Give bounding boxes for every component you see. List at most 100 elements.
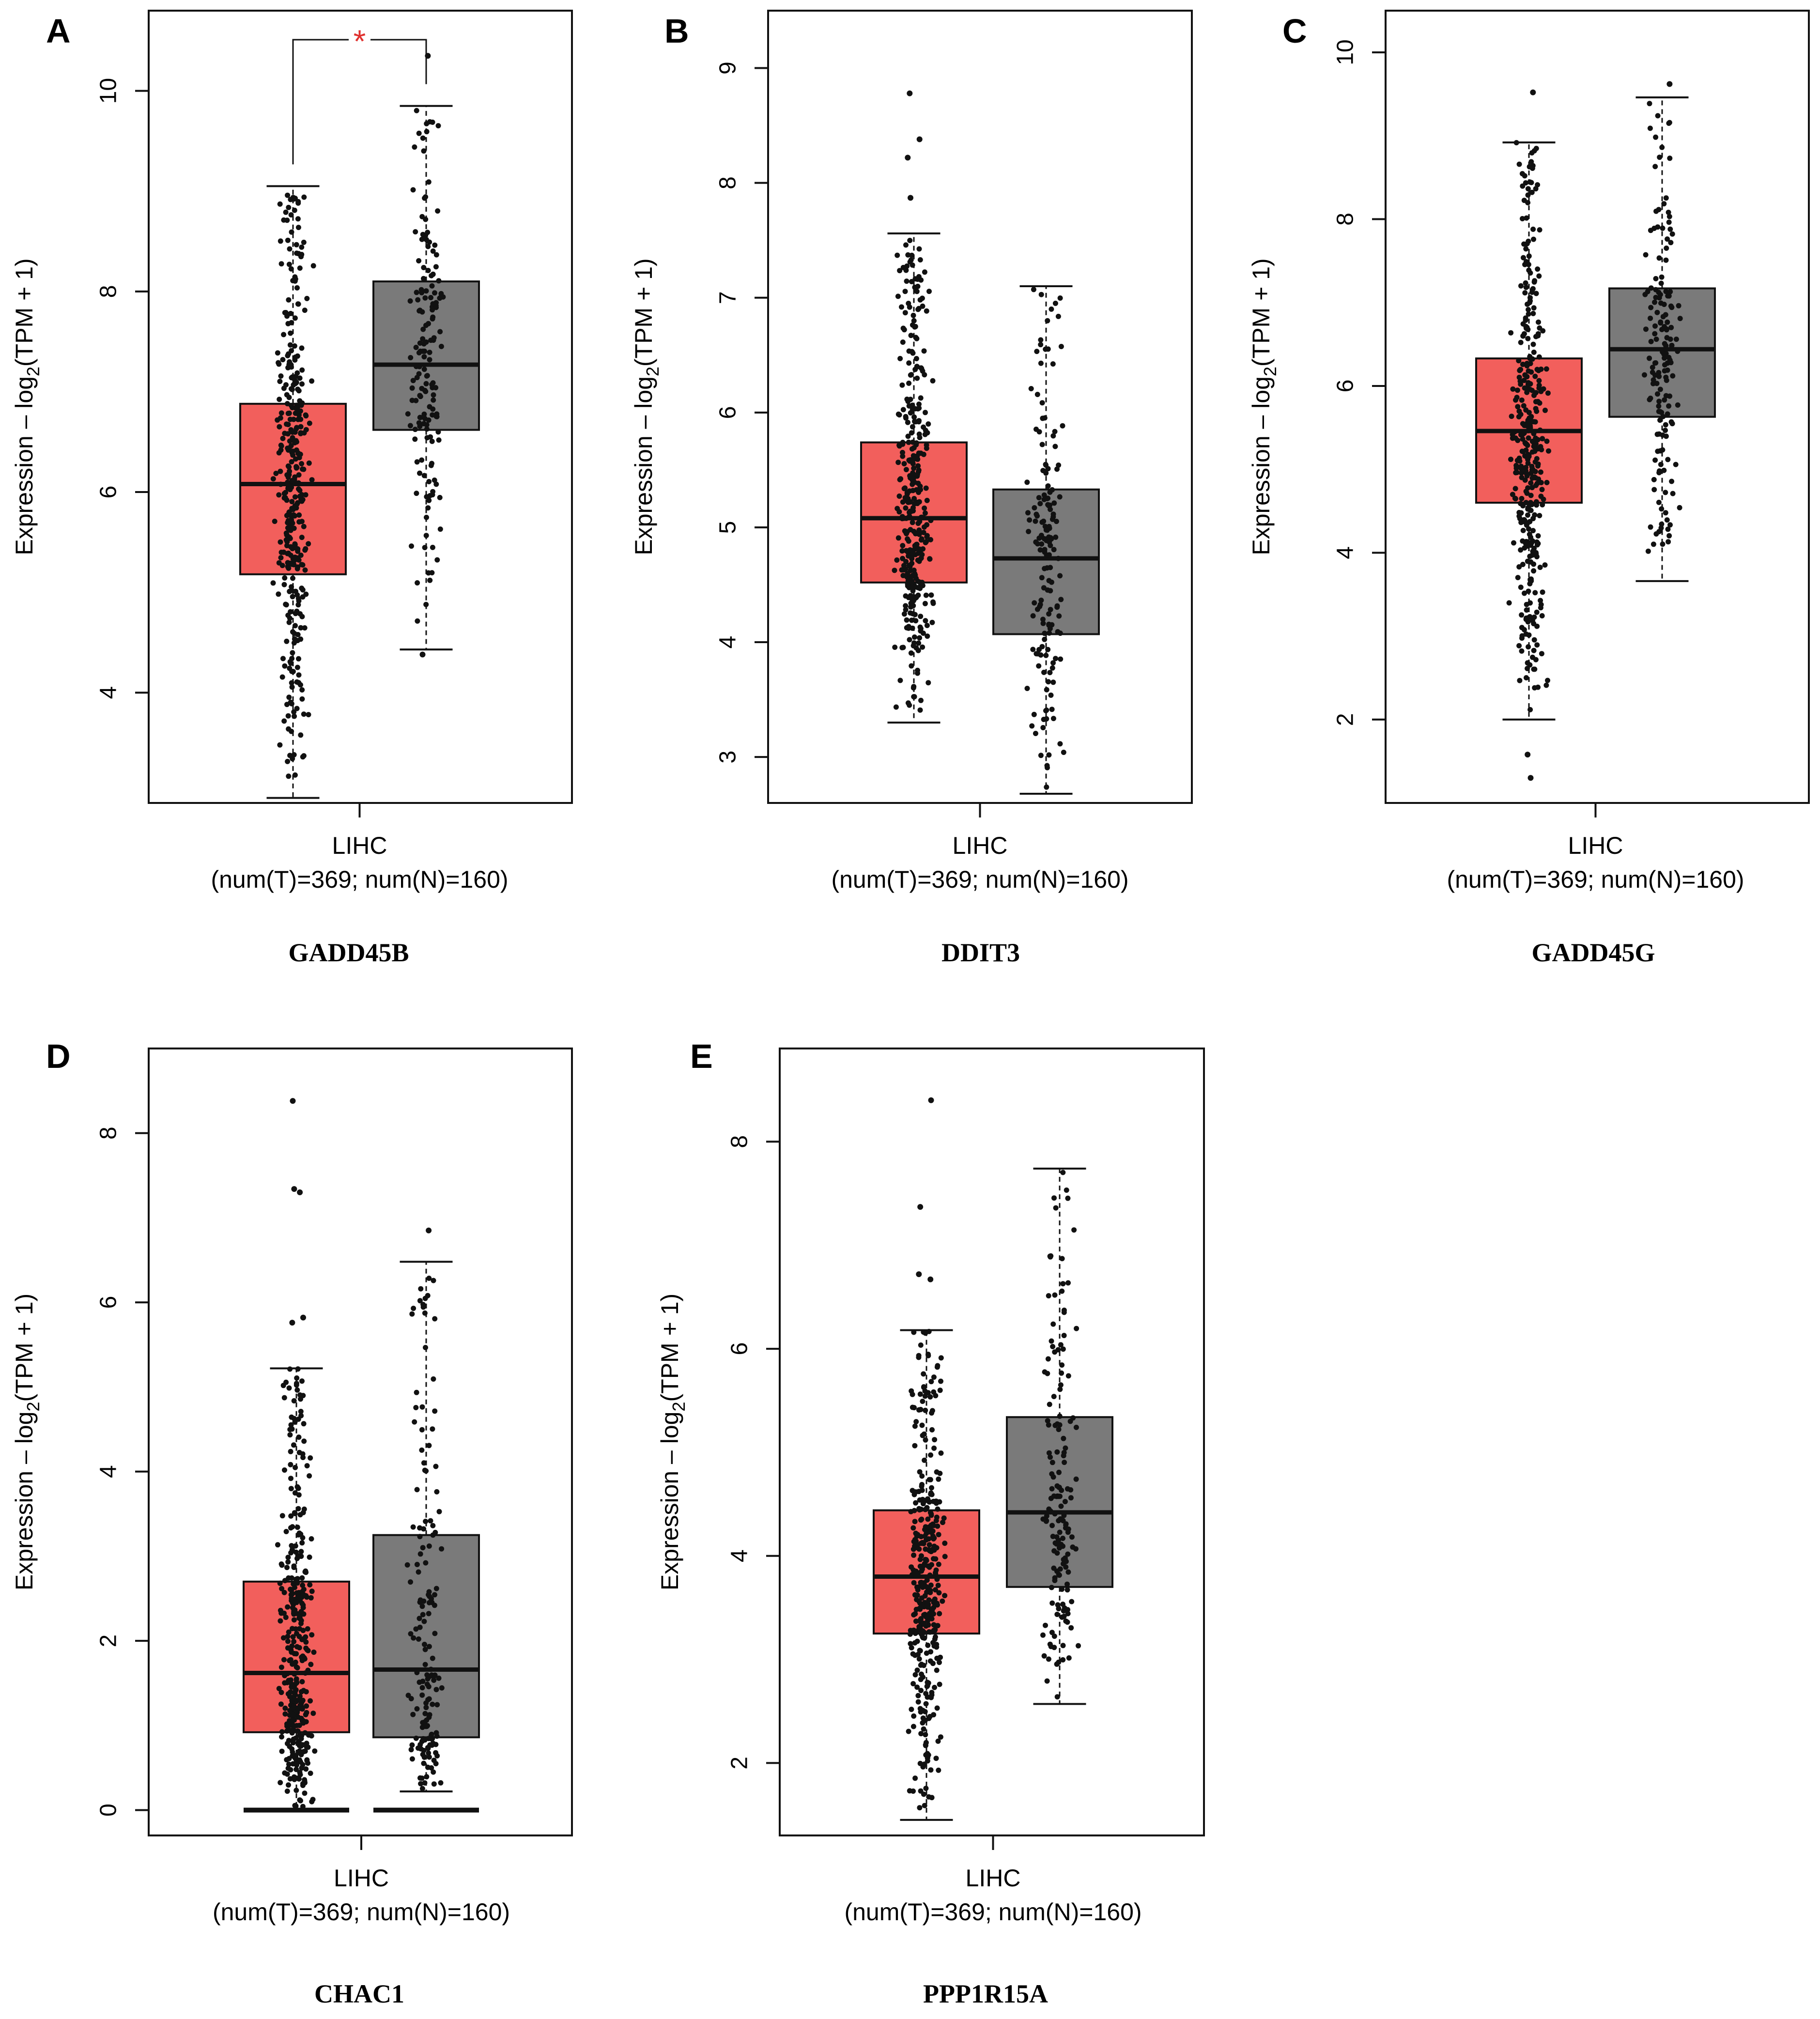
data-point: [1037, 547, 1043, 553]
data-point: [1043, 346, 1049, 352]
data-point: [288, 1657, 293, 1663]
data-point: [1663, 195, 1669, 201]
data-point: [1039, 575, 1045, 581]
data-point: [915, 277, 921, 282]
series-tumor: [239, 185, 347, 799]
data-point: [277, 397, 282, 402]
data-point: [284, 638, 290, 644]
data-point: [1520, 527, 1526, 533]
data-point: [1665, 457, 1671, 462]
data-point: [1666, 219, 1672, 225]
data-point: [1030, 647, 1036, 652]
data-point: [312, 1748, 318, 1754]
data-point: [297, 488, 303, 493]
data-point: [916, 418, 922, 424]
data-point: [928, 1512, 934, 1518]
data-point: [290, 1600, 295, 1606]
data-point: [1523, 489, 1529, 494]
data-point: [1523, 317, 1528, 323]
data-point: [295, 1611, 301, 1617]
data-point: [1051, 1195, 1057, 1201]
data-point: [416, 1636, 421, 1642]
data-point: [290, 1524, 295, 1530]
data-point: [1044, 687, 1049, 693]
data-point: [1063, 1522, 1069, 1528]
data-point: [916, 450, 922, 456]
data-point: [1529, 449, 1535, 455]
data-point: [285, 1559, 291, 1565]
data-point: [288, 553, 293, 558]
data-point: [900, 264, 906, 270]
data-point: [308, 1771, 313, 1776]
data-point: [892, 568, 897, 573]
data-point: [1060, 1657, 1066, 1663]
data-point: [1540, 589, 1545, 595]
data-point: [281, 385, 287, 391]
data-point: [282, 1711, 288, 1717]
data-point: [1061, 750, 1066, 755]
data-point: [310, 263, 316, 269]
y-tick-label: 6: [96, 486, 122, 499]
data-point: [284, 1728, 290, 1734]
data-point: [1518, 381, 1524, 387]
data-point: [285, 1604, 291, 1610]
data-point: [308, 1698, 313, 1704]
data-point: [1666, 293, 1672, 299]
data-point: [922, 372, 927, 378]
data-point: [922, 601, 928, 606]
data-point: [308, 1662, 314, 1667]
data-point: [409, 543, 414, 549]
data-point: [298, 1549, 304, 1555]
data-point: [1053, 534, 1059, 540]
data-point: [1661, 467, 1667, 473]
data-point: [1663, 393, 1669, 399]
data-point: [289, 1649, 294, 1655]
data-point: [302, 567, 308, 573]
data-point: [911, 479, 917, 485]
data-point: [278, 555, 284, 561]
data-point: [295, 408, 301, 414]
data-point: [278, 1618, 283, 1624]
data-point: [1516, 564, 1522, 570]
data-point: [1669, 342, 1675, 348]
data-point: [1048, 1508, 1053, 1514]
data-point: [278, 1701, 284, 1707]
data-point: [292, 207, 297, 213]
data-point: [424, 129, 430, 135]
data-point: [1648, 524, 1653, 530]
data-point: [1647, 355, 1652, 361]
data-point: [424, 426, 430, 432]
data-point: [908, 333, 914, 339]
data-point: [288, 1462, 293, 1467]
data-point: [1539, 487, 1545, 493]
data-point: [424, 514, 429, 520]
data-point: [918, 1788, 924, 1794]
data-point: [288, 1513, 294, 1519]
data-point: [422, 1310, 428, 1316]
data-point: [912, 1672, 918, 1678]
data-point: [1508, 457, 1513, 462]
data-point: [913, 1530, 919, 1536]
data-point: [292, 1803, 298, 1808]
y-tick-label: 4: [727, 1549, 753, 1562]
data-point: [1061, 1435, 1066, 1441]
data-point: [908, 610, 913, 616]
series-normal: [372, 1227, 480, 1813]
data-point: [1521, 241, 1527, 247]
data-point: [930, 1640, 936, 1646]
data-point: [927, 1629, 933, 1635]
data-point: [1518, 339, 1524, 345]
data-point: [914, 375, 920, 381]
data-point: [418, 1286, 424, 1292]
data-point: [426, 570, 432, 576]
data-point: [299, 461, 305, 466]
data-point: [1660, 225, 1666, 231]
data-point: [1049, 665, 1055, 671]
y-tick-label: 8: [727, 1135, 753, 1148]
data-point: [294, 1600, 299, 1605]
data-point: [1057, 1413, 1063, 1419]
data-point: [289, 229, 294, 235]
data-point: [417, 1624, 423, 1630]
outlier-point: [290, 1098, 296, 1104]
data-point: [428, 1666, 434, 1672]
